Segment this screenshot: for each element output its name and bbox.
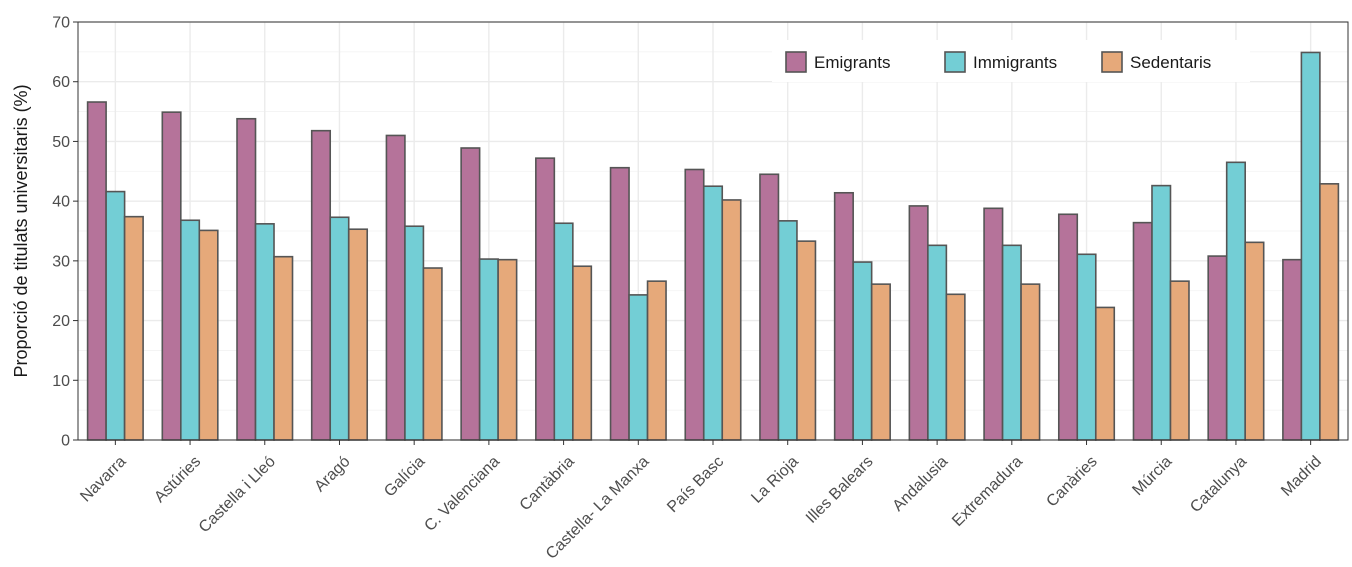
bar-emigrants-11 (908, 205, 929, 441)
bar-sedentaris-8 (721, 199, 742, 441)
bar-sedentaris-10 (870, 283, 891, 441)
x-tick-label: Madrid (1278, 453, 1325, 500)
bar-immigrants-11 (927, 244, 948, 441)
bar-emigrants-5 (460, 147, 481, 441)
bar-immigrants-15 (1225, 161, 1246, 441)
bar-sedentaris-6 (572, 265, 593, 441)
x-tick-label: Catalunya (1187, 453, 1250, 516)
legend-swatch-immigrants (944, 51, 966, 73)
x-tick-label: C. Valenciana (421, 453, 503, 535)
y-tick-label: 0 (61, 433, 70, 450)
x-tick-label: Astúries (151, 453, 204, 506)
x-tick-label: Navarra (77, 453, 129, 505)
bar-immigrants-8 (702, 185, 724, 441)
bar-immigrants-7 (628, 294, 649, 441)
bar-immigrants-4 (404, 225, 425, 441)
bar-sedentaris-12 (1020, 283, 1041, 441)
bar-emigrants-12 (983, 207, 1004, 441)
bar-emigrants-1 (161, 111, 182, 441)
bar-sedentaris-15 (1244, 241, 1265, 441)
y-tick-label: 50 (52, 134, 70, 151)
bar-sedentaris-16 (1319, 183, 1340, 441)
x-tick-label: Illes Balears (803, 453, 877, 527)
bar-immigrants-13 (1076, 253, 1097, 441)
x-tick-label: Canàries (1043, 453, 1100, 510)
y-tick-label: 30 (52, 253, 70, 270)
bar-sedentaris-2 (273, 255, 294, 441)
bar-sedentaris-13 (1094, 306, 1116, 441)
legend: Emigrants Immigrants Sedentaris (772, 40, 1250, 82)
bar-emigrants-2 (236, 117, 257, 441)
y-tick-label: 20 (52, 313, 70, 330)
bar-immigrants-12 (1001, 244, 1022, 441)
x-tick-label: Extremadura (949, 453, 1026, 530)
bar-sedentaris-11 (945, 293, 966, 441)
x-tick-label: Múrcia (1129, 453, 1175, 499)
legend-label-immigrants: Immigrants (973, 53, 1057, 72)
bar-sedentaris-7 (646, 280, 667, 441)
bar-sedentaris-0 (123, 215, 144, 441)
bar-emigrants-10 (833, 191, 854, 441)
bar-emigrants-7 (609, 166, 630, 441)
bar-sedentaris-14 (1169, 280, 1190, 441)
bar-immigrants-14 (1151, 184, 1172, 441)
x-tick-label: Andalusia (890, 453, 952, 515)
y-tick-label: 70 (52, 15, 70, 32)
legend-background (772, 40, 1250, 82)
legend-swatch-emigrants (785, 51, 807, 73)
bar-sedentaris-5 (497, 258, 518, 441)
x-tick-label: Castella i Lleó (196, 453, 279, 536)
x-tick-label: Galícia (381, 453, 428, 500)
y-axis-title: Proporció de titulats universitaris (%) (11, 84, 31, 377)
bar-emigrants-6 (535, 157, 556, 441)
legend-label-sedentaris: Sedentaris (1130, 53, 1211, 72)
x-tick-label: Aragó (311, 453, 353, 495)
bar-immigrants-16 (1300, 51, 1321, 441)
bar-emigrants-9 (759, 173, 780, 441)
bar-emigrants-14 (1132, 221, 1153, 441)
bar-emigrants-13 (1057, 213, 1079, 441)
bar-immigrants-0 (105, 190, 126, 441)
bar-emigrants-4 (385, 134, 406, 441)
bar-immigrants-3 (329, 216, 350, 441)
x-tick-label: Cantàbria (517, 453, 578, 514)
bars (86, 51, 1340, 441)
bar-emigrants-0 (86, 101, 107, 441)
y-tick-label: 10 (52, 373, 70, 390)
legend-swatch-sedentaris (1101, 51, 1123, 73)
bar-immigrants-1 (180, 219, 201, 441)
bar-emigrants-3 (310, 129, 332, 441)
bar-sedentaris-9 (796, 240, 817, 441)
bar-emigrants-8 (684, 168, 705, 441)
x-tick-label: La Rioja (748, 453, 802, 507)
bar-immigrants-2 (254, 223, 275, 441)
bar-sedentaris-1 (198, 229, 219, 441)
bar-sedentaris-3 (347, 228, 369, 441)
bar-immigrants-6 (553, 222, 574, 441)
y-tick-label: 40 (52, 194, 70, 211)
y-axis: 0 10 20 30 40 50 60 70 (52, 15, 78, 450)
bar-sedentaris-4 (422, 267, 443, 441)
bar-immigrants-9 (777, 220, 798, 441)
bar-emigrants-16 (1282, 258, 1303, 441)
legend-label-emigrants: Emigrants (814, 53, 891, 72)
bar-emigrants-15 (1207, 255, 1228, 441)
bar-immigrants-5 (478, 258, 499, 441)
bar-immigrants-10 (852, 261, 873, 441)
y-tick-label: 60 (52, 74, 70, 91)
x-tick-label: País Basc (664, 453, 727, 516)
